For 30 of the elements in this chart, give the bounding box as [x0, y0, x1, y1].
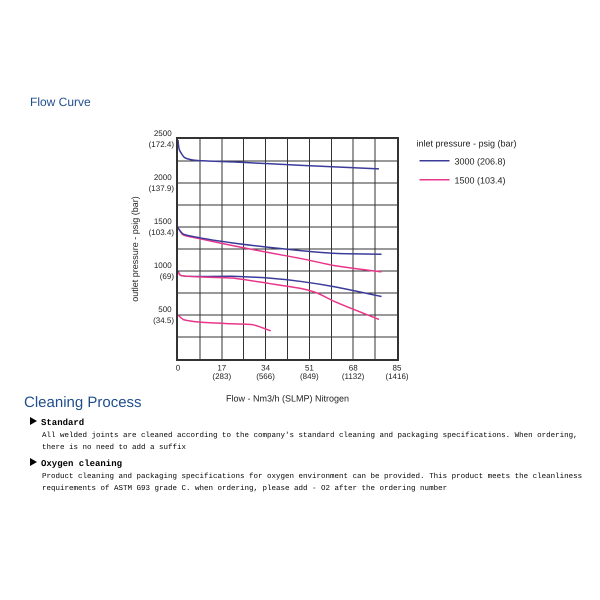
- legend-title: inlet pressure - psig (bar): [416, 138, 517, 148]
- x-tick-label: 34: [261, 363, 271, 372]
- text: Flow Curve: [30, 95, 92, 110]
- text: Oxygen cleaning: [41, 459, 122, 469]
- x-tick-label: 17: [217, 363, 227, 372]
- x-tick-label: 68: [348, 363, 358, 372]
- x-axis-title: Flow - Nm3/h (SLMP) Nitrogen: [226, 394, 350, 404]
- y2-tick-label: (172.4): [148, 140, 174, 149]
- x-tick-label: 51: [304, 363, 314, 372]
- x2-tick-label: (1132): [342, 372, 365, 381]
- y-tick-label: 2500: [154, 128, 172, 138]
- legend-label: 3000 (206.8): [454, 156, 506, 166]
- x2-tick-label: (566): [256, 372, 276, 381]
- y2-tick-label: (103.4): [148, 228, 174, 237]
- text: Cleaning Process: [24, 394, 142, 411]
- y-tick-label: 1000: [154, 260, 172, 270]
- y2-tick-label: (69): [160, 272, 174, 281]
- y2-tick-label: (137.9): [148, 184, 174, 193]
- x2-tick-label: (283): [212, 372, 232, 381]
- x2-tick-label: (1416): [385, 372, 409, 381]
- y-tick-label: 500: [158, 304, 172, 314]
- x2-tick-label: (849): [300, 372, 319, 381]
- y-tick-label: 1500: [154, 216, 172, 226]
- text: Standard: [41, 418, 84, 428]
- y2-tick-label: (34.5): [153, 316, 174, 325]
- y-tick-label: 2000: [154, 172, 172, 182]
- y2-axis-title: outlet pressure - psig (bar): [130, 196, 140, 302]
- x-tick-label: 0: [176, 363, 181, 372]
- x-tick-label: 85: [392, 363, 402, 372]
- legend-label: 1500 (103.4): [454, 175, 506, 186]
